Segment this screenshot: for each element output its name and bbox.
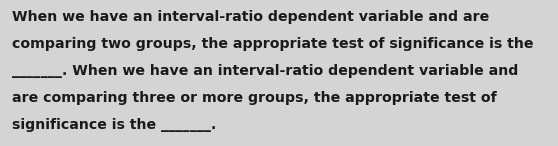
- Text: _______. When we have an interval-ratio dependent variable and: _______. When we have an interval-ratio …: [12, 64, 518, 78]
- Text: significance is the _______.: significance is the _______.: [12, 118, 217, 132]
- Text: comparing two groups, the appropriate test of significance is the: comparing two groups, the appropriate te…: [12, 37, 534, 51]
- Text: When we have an interval-ratio dependent variable and are: When we have an interval-ratio dependent…: [12, 10, 489, 24]
- Text: are comparing three or more groups, the appropriate test of: are comparing three or more groups, the …: [12, 91, 497, 105]
